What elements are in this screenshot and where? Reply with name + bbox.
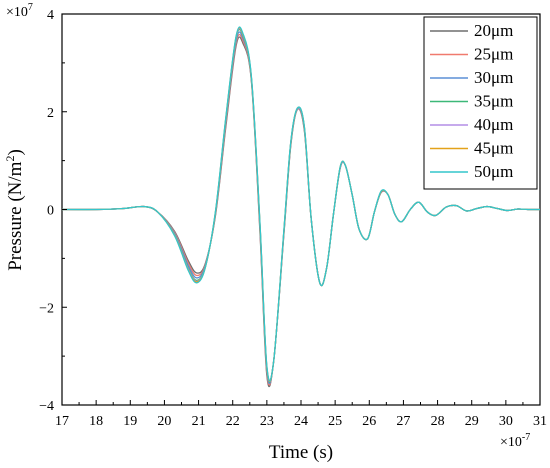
x-tick-label: 28 (431, 414, 445, 429)
series-layer (61, 26, 541, 388)
x-tick-label: 27 (396, 414, 410, 429)
y-axis-label: Pressure (N/m2) (3, 149, 26, 271)
x-tick-label: 31 (533, 414, 547, 429)
legend-label: 35μm (474, 92, 513, 111)
x-multiplier: ×10-7 (500, 432, 530, 450)
y-multiplier: ×107 (6, 2, 33, 20)
x-tick-label: 19 (123, 414, 137, 429)
x-tick-label: 23 (260, 414, 274, 429)
x-tick-label: 25 (328, 414, 342, 429)
x-tick-label: 20 (157, 414, 171, 429)
legend-label: 20μm (474, 21, 513, 40)
legend-label: 50μm (474, 162, 513, 181)
x-tick-label: 26 (362, 414, 376, 429)
y-tick-label: −4 (39, 399, 54, 414)
x-tick-label: 30 (499, 414, 513, 429)
y-tick-label: 4 (47, 8, 54, 23)
y-tick-label: −2 (39, 301, 54, 316)
x-tick-label: 18 (89, 414, 103, 429)
legend-label: 45μm (474, 139, 513, 158)
y-tick-label: 0 (47, 204, 54, 219)
x-tick-label: 29 (465, 414, 479, 429)
x-tick-label: 21 (192, 414, 206, 429)
series-line-50μm (61, 26, 541, 382)
x-tick-label: 17 (55, 414, 69, 429)
y-tick-label: 2 (47, 106, 54, 121)
legend-box (423, 16, 538, 190)
legend-label: 25μm (474, 45, 513, 64)
legend-label: 40μm (474, 115, 513, 134)
x-tick-label: 22 (226, 414, 240, 429)
legend: 20μm 25μm 30μm 35μm 40μm 45μm 50μm (423, 16, 538, 190)
x-tick-label: 24 (294, 414, 308, 429)
legend-label: 30μm (474, 68, 513, 87)
x-axis-label: Time (s) (269, 442, 333, 463)
